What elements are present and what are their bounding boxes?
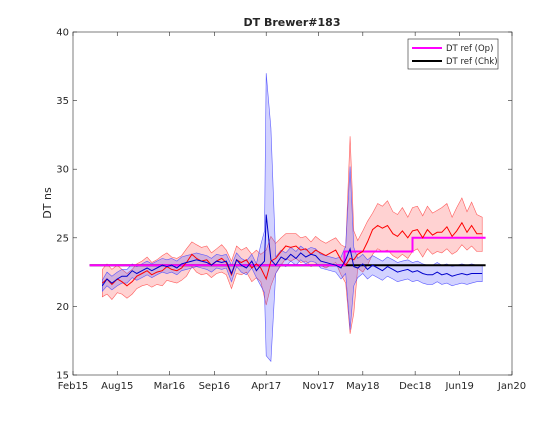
y-tick-label: 40 (56, 28, 69, 39)
x-tick-label: Nov17 (302, 381, 334, 392)
y-tick-label: 25 (56, 233, 69, 244)
x-tick-label: Dec18 (399, 381, 431, 392)
x-tick-label: Mar16 (154, 381, 186, 392)
y-tick-label: 15 (56, 371, 69, 382)
x-tick-label: Aug15 (101, 381, 133, 392)
y-axis-label: DT ns (41, 187, 54, 219)
x-tick-label: Jan20 (497, 381, 526, 392)
chart-title: DT Brewer#183 (244, 16, 341, 29)
series-lines (89, 214, 486, 287)
x-tick-label: Jun19 (444, 381, 473, 392)
legend-label: DT ref (Chk) (446, 57, 498, 67)
series-line-0 (89, 236, 486, 267)
band-3 (102, 73, 483, 363)
legend-box (407, 38, 499, 70)
legend-label: DT ref (Op) (446, 44, 493, 54)
y-tick-label: 35 (56, 96, 69, 107)
axes: 15 20 25 30 35 40 Feb15 Aug15 Mar16 Sep16 Apr17 Nov… (56, 28, 526, 393)
band-2 (102, 136, 483, 334)
legend: DT ref (Op) DT ref (Chk) (407, 38, 499, 70)
x-tick-label: May18 (346, 381, 379, 392)
x-tick-label: Sep16 (199, 381, 231, 392)
plot-frame (72, 31, 513, 376)
series-line-3 (101, 214, 483, 287)
series-line-2 (101, 221, 483, 287)
x-tick-label: Feb15 (58, 381, 88, 392)
x-tick-label: Apr17 (251, 381, 281, 392)
y-tick-label: 20 (56, 302, 69, 313)
confidence-bands (102, 73, 483, 363)
y-tick-label: 30 (56, 165, 69, 176)
